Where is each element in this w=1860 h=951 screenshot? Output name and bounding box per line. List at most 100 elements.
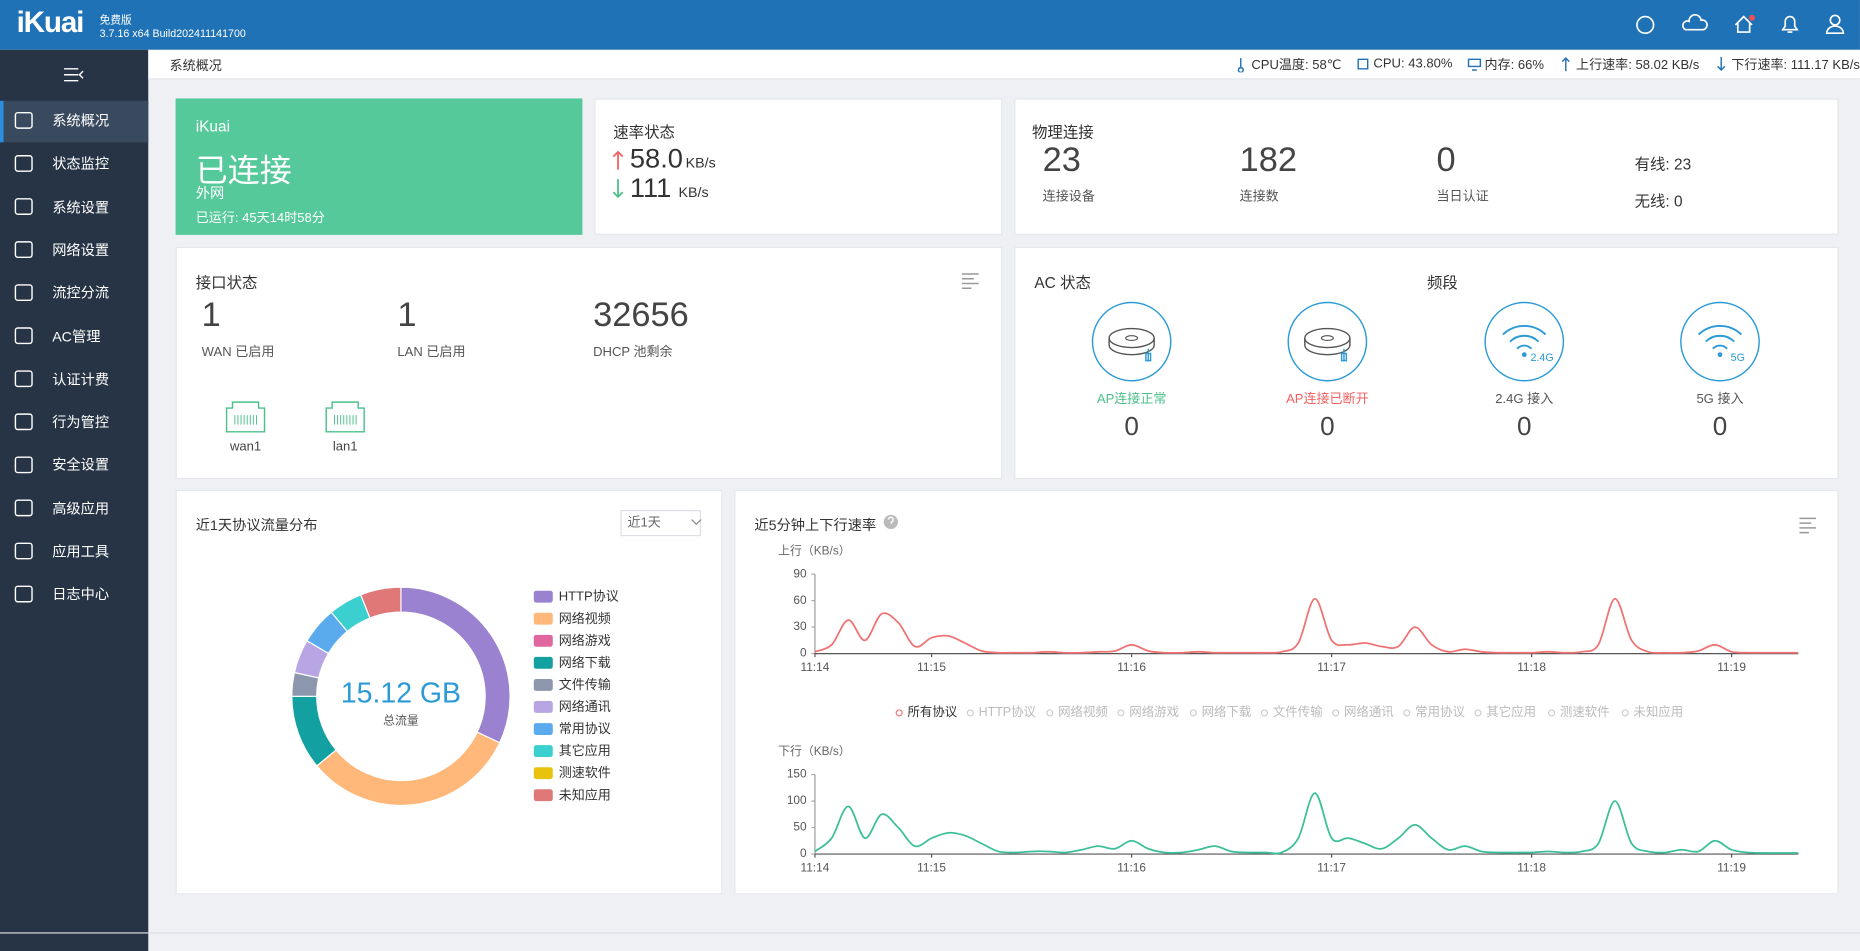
x-tick-label: 11:18 <box>1517 660 1546 674</box>
sidebar-active <box>0 100 149 143</box>
header-bar <box>0 0 1860 50</box>
x-tick-label: 11:17 <box>1317 860 1346 874</box>
select-arrow <box>691 519 702 526</box>
top-stat: CPU: 43.80% <box>1356 56 1453 73</box>
stat-label: WAN 已启用 <box>201 345 275 360</box>
legend-label: 网络游戏 <box>559 633 611 648</box>
port-icon <box>325 401 365 433</box>
traffic-card <box>175 489 723 895</box>
x-tick-label: 11:15 <box>917 660 946 674</box>
y-tick-label: 0 <box>800 846 807 860</box>
breadcrumb[interactable]: 系统概况 <box>169 59 222 74</box>
ap-icon <box>1304 327 1351 349</box>
legend-swatch <box>533 701 553 713</box>
sidebar-item[interactable]: 流控分流 <box>52 284 110 302</box>
sidebar-item[interactable]: AC管理 <box>52 327 101 345</box>
sidebar-icon <box>14 155 33 172</box>
port-label: wan1 <box>229 439 261 454</box>
legend-swatch <box>533 634 553 647</box>
legend-swatch <box>533 789 553 802</box>
unit: KB/s <box>685 154 716 171</box>
rate-card <box>734 489 1839 895</box>
ac-icon <box>1680 301 1760 382</box>
y-tick-label: 150 <box>787 767 807 781</box>
network: 外网 <box>195 185 225 202</box>
y-axis-label: 下行（KB/s） <box>778 744 850 758</box>
sidebar-item[interactable]: 系统设置 <box>52 198 110 216</box>
y-tick-label: 50 <box>793 820 807 834</box>
sidebar-item[interactable]: 系统概况 <box>52 112 110 130</box>
stat-text: CPU: 43.80% <box>1373 56 1453 72</box>
top-stat: CPU温度: 58℃ <box>1234 55 1341 74</box>
stat-icon <box>1716 56 1725 71</box>
wan-card <box>175 98 583 235</box>
status: 已连接 <box>195 153 292 189</box>
menu-toggle[interactable] <box>64 68 84 82</box>
sidebar-item[interactable]: 行为管控 <box>52 414 110 431</box>
card-title: 近1天协议流量分布 <box>195 517 318 534</box>
stat-label: 连接设备 <box>1042 189 1095 205</box>
card-title: 近5分钟上下行速率 <box>754 517 877 534</box>
sidebar-item[interactable]: 网络设置 <box>52 241 110 259</box>
sidebar-icon <box>14 456 33 474</box>
sidebar-item[interactable]: 安全设置 <box>52 457 110 474</box>
line <box>814 792 1799 855</box>
wifi-dot <box>1521 352 1527 358</box>
speed-arrows <box>612 150 624 199</box>
legend-label: 文件传输 <box>559 677 611 692</box>
legend-item: 所有协议 <box>907 704 957 719</box>
legend-marker <box>1046 709 1054 717</box>
sidebar-icon <box>14 413 33 431</box>
sidebar-icon <box>14 327 33 345</box>
legend-label: 其它应用 <box>559 743 611 758</box>
card-title: 速率状态 <box>613 123 675 142</box>
legend-marker <box>966 709 974 717</box>
sidebar-icon <box>14 241 33 258</box>
sidebar-item[interactable]: 认证计费 <box>52 371 110 388</box>
legend-label: 常用协议 <box>559 721 611 736</box>
logo: iKuai <box>16 5 85 40</box>
physical-card <box>1014 98 1839 235</box>
legend-swatch <box>533 767 553 780</box>
x-tick-label: 11:19 <box>1717 860 1746 874</box>
ac-value: 0 <box>1124 411 1139 441</box>
y-axis-label: 上行（KB/s） <box>778 544 850 558</box>
sidebar-item[interactable]: 应用工具 <box>52 543 110 560</box>
ac-label: 2.4G 接入 <box>1495 391 1553 406</box>
stat-value: 1 <box>201 296 221 335</box>
legend-marker <box>1117 709 1125 717</box>
ap-status <box>1340 348 1348 362</box>
sidebar-item[interactable]: 状态监控 <box>52 155 110 173</box>
port-pins <box>334 415 357 425</box>
stat-icon <box>1561 57 1570 72</box>
ac-value: 0 <box>1713 411 1728 441</box>
help-icon[interactable] <box>883 514 898 530</box>
sidebar-icon <box>14 198 33 215</box>
ac-card <box>1014 246 1839 480</box>
interface-card <box>175 246 1003 480</box>
x-tick-label: 11:15 <box>917 860 946 874</box>
line <box>814 597 1799 654</box>
stat-text: 上行速率: 58.02 KB/s <box>1576 58 1700 73</box>
legend-label: 网络视频 <box>559 611 611 626</box>
x-tick-label: 11:14 <box>801 860 830 874</box>
x-tick-label: 11:16 <box>1117 660 1146 674</box>
sidebar-icon <box>14 284 33 302</box>
ap-status <box>1145 348 1152 362</box>
stat-label: DHCP 池剩余 <box>593 345 673 360</box>
x-tick-label: 11:14 <box>801 660 830 674</box>
port-label: lan1 <box>333 439 358 454</box>
legend-marker <box>1474 709 1482 717</box>
sidebar-item[interactable]: 日志中心 <box>52 586 110 603</box>
wired: 有线: 23 <box>1634 155 1692 174</box>
legend-label: 网络通讯 <box>559 699 611 714</box>
range-select[interactable]: 近1天 <box>620 510 702 537</box>
stat-value: 1 <box>397 296 417 335</box>
menu-icon[interactable] <box>962 273 1817 534</box>
sidebar-item[interactable]: 高级应用 <box>52 500 110 517</box>
card-title: AC 状态 <box>1034 274 1091 292</box>
y-tick-label: 100 <box>787 793 807 807</box>
ac-icon <box>1287 301 1368 382</box>
uptime: 已运行: 45天14时58分 <box>195 211 325 226</box>
